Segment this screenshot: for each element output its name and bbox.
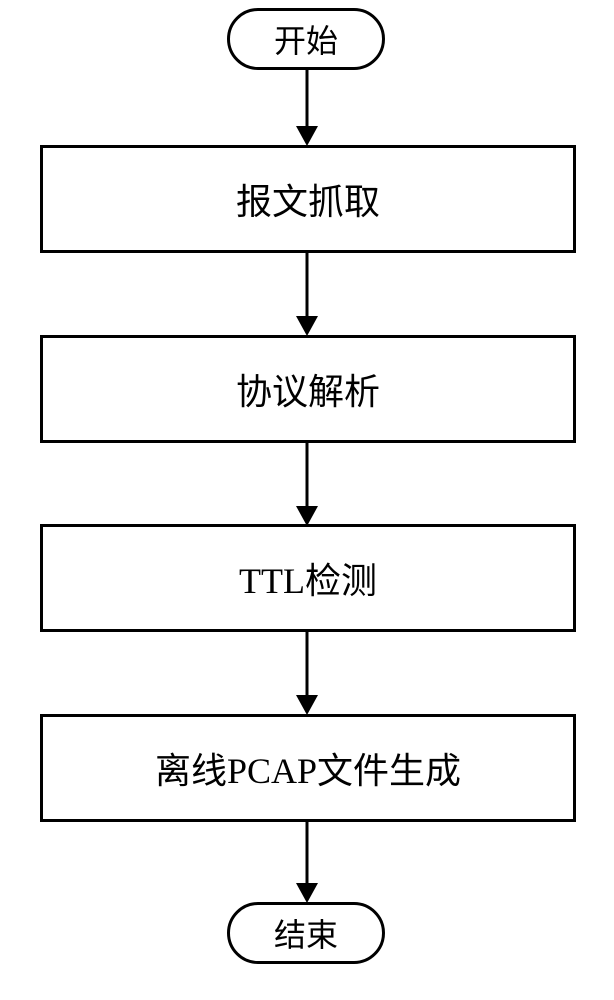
step4-label: 离线PCAP文件生成 (155, 742, 461, 794)
start-node: 开始 (227, 8, 385, 70)
arrow-head-3 (296, 506, 318, 526)
end-label: 结束 (274, 910, 338, 956)
step2-label: 协议解析 (236, 363, 380, 415)
arrow-head-4 (296, 695, 318, 715)
arrow-line-5 (306, 822, 309, 883)
arrow-line-3 (306, 443, 309, 506)
process-step-3: TTL检测 (40, 524, 576, 632)
step3-label: TTL检测 (239, 552, 377, 604)
arrow-line-2 (306, 253, 309, 316)
arrow-line-4 (306, 632, 309, 695)
end-node: 结束 (227, 902, 385, 964)
process-step-2: 协议解析 (40, 335, 576, 443)
step1-label: 报文抓取 (236, 173, 380, 225)
flowchart-container: 开始 报文抓取 协议解析 TTL检测 离线PCAP文件生成 结束 (0, 0, 614, 1000)
arrow-head-5 (296, 883, 318, 903)
process-step-4: 离线PCAP文件生成 (40, 714, 576, 822)
arrow-head-2 (296, 316, 318, 336)
arrow-line-1 (306, 70, 309, 126)
arrow-head-1 (296, 126, 318, 146)
process-step-1: 报文抓取 (40, 145, 576, 253)
start-label: 开始 (274, 16, 338, 62)
